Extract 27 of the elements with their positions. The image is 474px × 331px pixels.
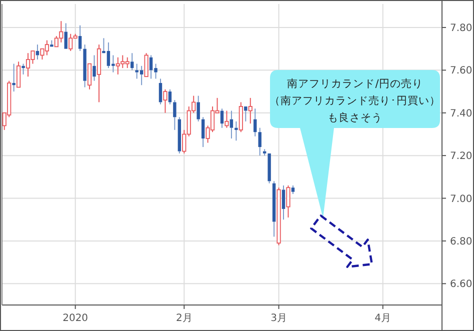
x-tick-label: 2月: [176, 313, 192, 324]
annotation: も良さそう: [328, 111, 382, 124]
y-tick-label: 7.00: [450, 194, 472, 205]
candlestick: [282, 184, 286, 220]
candlestick: [248, 97, 252, 124]
annotation: 南アフリカランド/円の売り: [287, 77, 423, 90]
candlestick: [12, 63, 16, 92]
y-tick-label: 6.80: [450, 236, 472, 248]
y-tick-label: 7.20: [450, 151, 472, 162]
candlestick: [234, 120, 238, 142]
x-tick-label: 4月: [374, 313, 392, 324]
candlestick: [254, 108, 257, 137]
x-tick-label: 3月: [270, 313, 287, 324]
x-tick-label: 2020: [62, 313, 88, 324]
candlestick: [92, 54, 96, 82]
y-tick-label: 7.80: [450, 22, 472, 34]
candlestick: [158, 78, 162, 105]
candlestick: [230, 110, 234, 139]
candlestick: [272, 180, 276, 238]
y-tick-label: 7.40: [450, 108, 472, 120]
candlestick: [258, 127, 262, 156]
y-tick-label: 7.60: [450, 66, 472, 77]
y-tick-label: 6.60: [450, 279, 472, 290]
annotation: （南アフリカランド売り･円買い）: [270, 94, 440, 107]
candlestick: [201, 116, 205, 148]
candlestick: [96, 44, 102, 103]
candlestick: [83, 44, 86, 88]
